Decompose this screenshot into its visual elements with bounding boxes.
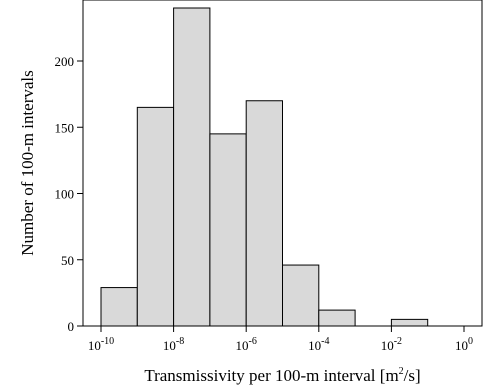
histogram-bar-2 xyxy=(173,7,211,327)
y-axis-ticks: 0 50 100 150 200 xyxy=(55,54,83,334)
y-tick-label-3: 150 xyxy=(55,120,75,135)
histogram-bar-8 xyxy=(390,318,429,327)
x-axis-label-tail: /s] xyxy=(404,366,421,385)
x-tick-label-0: 10-10 xyxy=(88,336,114,353)
bars-group xyxy=(100,7,429,327)
x-axis-label: Transmissivity per 100-m interval [m2/s] xyxy=(144,366,420,385)
x-tick-label-1: 10-8 xyxy=(163,336,184,353)
x-tick-label-4: 10-2 xyxy=(381,336,402,353)
y-axis-label: Number of 100-m intervals xyxy=(18,70,37,256)
y-tick-label-4: 200 xyxy=(55,54,75,69)
histogram-bar-5 xyxy=(282,264,320,327)
histogram-bar-1 xyxy=(136,106,175,327)
y-tick-label-1: 50 xyxy=(61,253,74,268)
histogram-bar-6 xyxy=(318,309,356,327)
y-tick-label-2: 100 xyxy=(55,187,75,202)
x-tick-label-3: 10-4 xyxy=(308,336,329,353)
x-axis-ticks: 10-10 10-8 10-6 10-4 10-2 100 xyxy=(88,326,473,353)
plot-frame xyxy=(82,0,483,327)
x-axis-label-sup: 2 xyxy=(399,366,404,377)
x-axis-label-main: Transmissivity per 100-m interval [m xyxy=(144,366,398,385)
histogram-bar-4 xyxy=(245,100,283,327)
x-tick-label-5: 100 xyxy=(455,336,473,353)
y-tick-label-0: 0 xyxy=(68,319,75,334)
x-tick-label-2: 10-6 xyxy=(236,336,257,353)
histogram-bar-0 xyxy=(100,287,138,327)
histogram-bar-3 xyxy=(209,133,247,327)
